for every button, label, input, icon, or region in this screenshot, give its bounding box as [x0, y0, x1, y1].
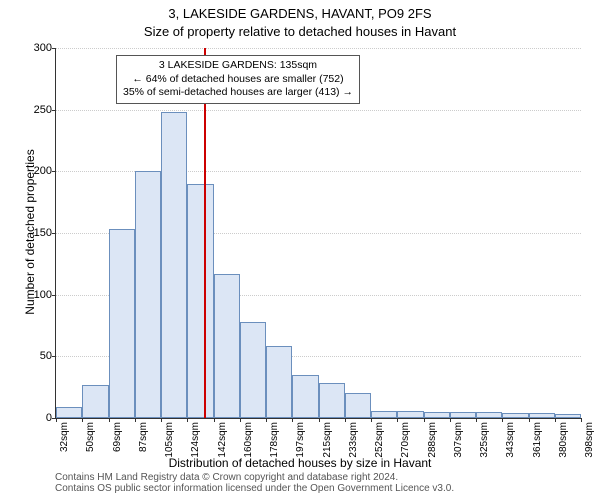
xtick-mark: [476, 418, 477, 422]
histogram-bar: [135, 171, 161, 418]
ytick-label: 50: [40, 350, 52, 362]
xtick-label: 124sqm: [190, 422, 201, 458]
histogram-bar: [319, 383, 345, 418]
histogram-bar: [240, 322, 266, 418]
xtick-label: 288sqm: [427, 422, 438, 458]
histogram-bar: [292, 375, 318, 418]
xtick-mark: [581, 418, 582, 422]
xtick-mark: [529, 418, 530, 422]
x-axis-label: Distribution of detached houses by size …: [0, 456, 600, 470]
xtick-mark: [424, 418, 425, 422]
xtick-label: 343sqm: [505, 422, 516, 458]
ytick-label: 250: [34, 104, 52, 116]
xtick-label: 361sqm: [532, 422, 543, 458]
chart-title-line1: 3, LAKESIDE GARDENS, HAVANT, PO9 2FS: [0, 6, 600, 21]
xtick-label: 178sqm: [269, 422, 280, 458]
xtick-mark: [240, 418, 241, 422]
xtick-mark: [109, 418, 110, 422]
histogram-bar: [424, 412, 450, 418]
xtick-mark: [450, 418, 451, 422]
histogram-bar: [266, 346, 292, 418]
xtick-mark: [187, 418, 188, 422]
histogram-bar: [371, 411, 397, 418]
xtick-mark: [161, 418, 162, 422]
xtick-label: 252sqm: [374, 422, 385, 458]
histogram-bar: [187, 184, 213, 418]
chart-title-line2: Size of property relative to detached ho…: [0, 24, 600, 39]
histogram-bar: [109, 229, 135, 418]
ytick-mark: [52, 110, 56, 111]
xtick-label: 197sqm: [295, 422, 306, 458]
xtick-label: 307sqm: [453, 422, 464, 458]
histogram-bar: [529, 413, 555, 418]
histogram-bar: [476, 412, 502, 418]
ytick-mark: [52, 171, 56, 172]
xtick-label: 105sqm: [164, 422, 175, 458]
ytick-mark: [52, 356, 56, 357]
ytick-mark: [52, 48, 56, 49]
xtick-label: 233sqm: [348, 422, 359, 458]
xtick-mark: [555, 418, 556, 422]
xtick-label: 398sqm: [584, 422, 595, 458]
ytick-mark: [52, 233, 56, 234]
ytick-label: 300: [34, 42, 52, 54]
xtick-mark: [266, 418, 267, 422]
xtick-mark: [502, 418, 503, 422]
xtick-label: 270sqm: [400, 422, 411, 458]
histogram-bar: [56, 407, 82, 418]
xtick-label: 50sqm: [85, 422, 96, 452]
ytick-label: 100: [34, 289, 52, 301]
xtick-label: 160sqm: [243, 422, 254, 458]
xtick-mark: [371, 418, 372, 422]
xtick-mark: [319, 418, 320, 422]
xtick-label: 32sqm: [59, 422, 70, 452]
xtick-mark: [397, 418, 398, 422]
histogram-bar: [214, 274, 240, 418]
xtick-label: 69sqm: [112, 422, 123, 452]
xtick-mark: [135, 418, 136, 422]
ytick-label: 150: [34, 227, 52, 239]
ytick-label: 200: [34, 165, 52, 177]
ytick-label: 0: [46, 412, 52, 424]
xtick-mark: [82, 418, 83, 422]
xtick-label: 325sqm: [479, 422, 490, 458]
footnote: Contains HM Land Registry data © Crown c…: [55, 472, 454, 494]
histogram-bar: [450, 412, 476, 418]
ytick-mark: [52, 295, 56, 296]
xtick-label: 380sqm: [558, 422, 569, 458]
xtick-mark: [56, 418, 57, 422]
histogram-bar: [161, 112, 187, 418]
xtick-mark: [214, 418, 215, 422]
histogram-bar: [397, 411, 423, 418]
histogram-bar: [345, 393, 371, 418]
xtick-label: 87sqm: [138, 422, 149, 452]
gridline: [56, 110, 581, 111]
xtick-label: 215sqm: [322, 422, 333, 458]
gridline: [56, 48, 581, 49]
xtick-mark: [292, 418, 293, 422]
annotation-box: 3 LAKESIDE GARDENS: 135sqm← 64% of detac…: [116, 55, 360, 104]
histogram-bar: [502, 413, 528, 418]
histogram-bar: [82, 385, 108, 418]
plot-area: 05010015020025030032sqm50sqm69sqm87sqm10…: [55, 48, 581, 419]
xtick-mark: [345, 418, 346, 422]
chart-container: 3, LAKESIDE GARDENS, HAVANT, PO9 2FS Siz…: [0, 0, 600, 500]
xtick-label: 142sqm: [217, 422, 228, 458]
histogram-bar: [555, 414, 581, 418]
